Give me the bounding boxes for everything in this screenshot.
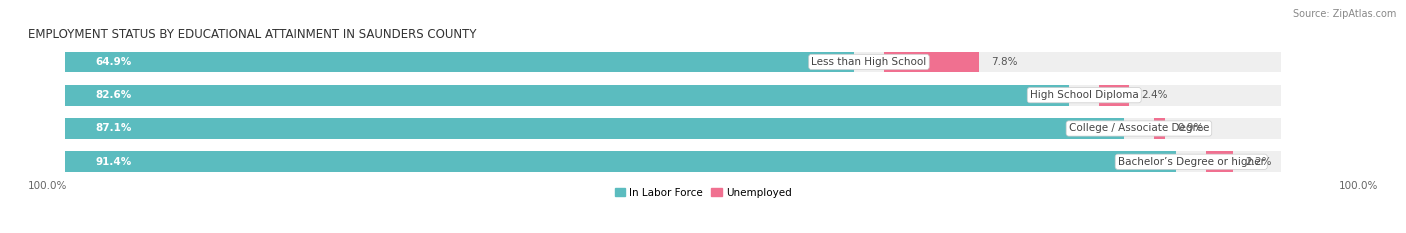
Text: Bachelor’s Degree or higher: Bachelor’s Degree or higher [1118,157,1264,167]
Bar [65,118,1281,139]
Bar [65,151,1175,172]
Bar [65,85,1281,106]
Text: Less than High School: Less than High School [811,57,927,67]
Text: Source: ZipAtlas.com: Source: ZipAtlas.com [1292,9,1396,19]
Text: 2.2%: 2.2% [1246,157,1272,167]
Text: 0.9%: 0.9% [1177,123,1204,134]
Bar [65,118,1123,139]
Text: 100.0%: 100.0% [1339,181,1378,191]
Bar [65,51,1281,72]
Text: 7.8%: 7.8% [991,57,1018,67]
Text: High School Diploma: High School Diploma [1029,90,1139,100]
Bar [65,151,1281,172]
Text: 91.4%: 91.4% [96,157,131,167]
Bar [65,85,1069,106]
Bar [884,51,979,72]
Legend: In Labor Force, Unemployed: In Labor Force, Unemployed [610,183,796,202]
Bar [1206,151,1233,172]
Text: EMPLOYMENT STATUS BY EDUCATIONAL ATTAINMENT IN SAUNDERS COUNTY: EMPLOYMENT STATUS BY EDUCATIONAL ATTAINM… [28,28,477,41]
Bar [1099,85,1129,106]
Text: 100.0%: 100.0% [28,181,67,191]
Bar [1154,118,1166,139]
Bar [65,51,853,72]
Text: 87.1%: 87.1% [96,123,131,134]
Text: 64.9%: 64.9% [96,57,131,67]
Text: 2.4%: 2.4% [1140,90,1167,100]
Text: College / Associate Degree: College / Associate Degree [1069,123,1209,134]
Text: 82.6%: 82.6% [96,90,131,100]
